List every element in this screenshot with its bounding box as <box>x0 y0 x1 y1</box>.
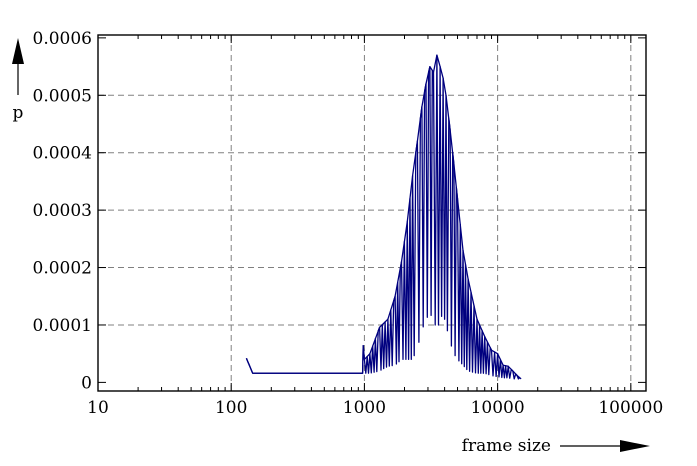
y-tick-labels: 0 0.0001 0.0002 0.0003 0.0004 0.0005 0.0006 <box>33 29 92 394</box>
plot-frame <box>97 34 647 392</box>
series-envelope <box>245 54 522 380</box>
y-tick-label: 0.0005 <box>33 86 92 106</box>
y-tick-label: 0.0004 <box>33 144 92 164</box>
y-axis-label: p <box>13 103 24 123</box>
x-tick-label: 10 <box>87 398 109 418</box>
x-tick-labels: 10 100 1000 10000 100000 <box>87 398 663 418</box>
axis-ticks <box>97 35 646 391</box>
y-tick-label: 0 <box>81 373 92 393</box>
x-axis-label: frame size <box>462 436 551 456</box>
x-axis-arrow <box>560 440 650 452</box>
y-tick-label: 0.0003 <box>33 201 92 221</box>
y-axis-arrow <box>12 38 24 95</box>
data-series <box>245 54 522 380</box>
y-tick-label: 0.0002 <box>33 259 92 279</box>
x-tick-label: 100 <box>215 398 247 418</box>
x-tick-label: 10000 <box>471 398 525 418</box>
x-tick-label: 1000 <box>343 398 386 418</box>
x-tick-label: 100000 <box>598 398 663 418</box>
y-tick-label: 0.0001 <box>33 316 92 336</box>
series-line <box>245 54 521 380</box>
grid-lines <box>98 35 646 391</box>
y-tick-label: 0.0006 <box>33 29 92 49</box>
